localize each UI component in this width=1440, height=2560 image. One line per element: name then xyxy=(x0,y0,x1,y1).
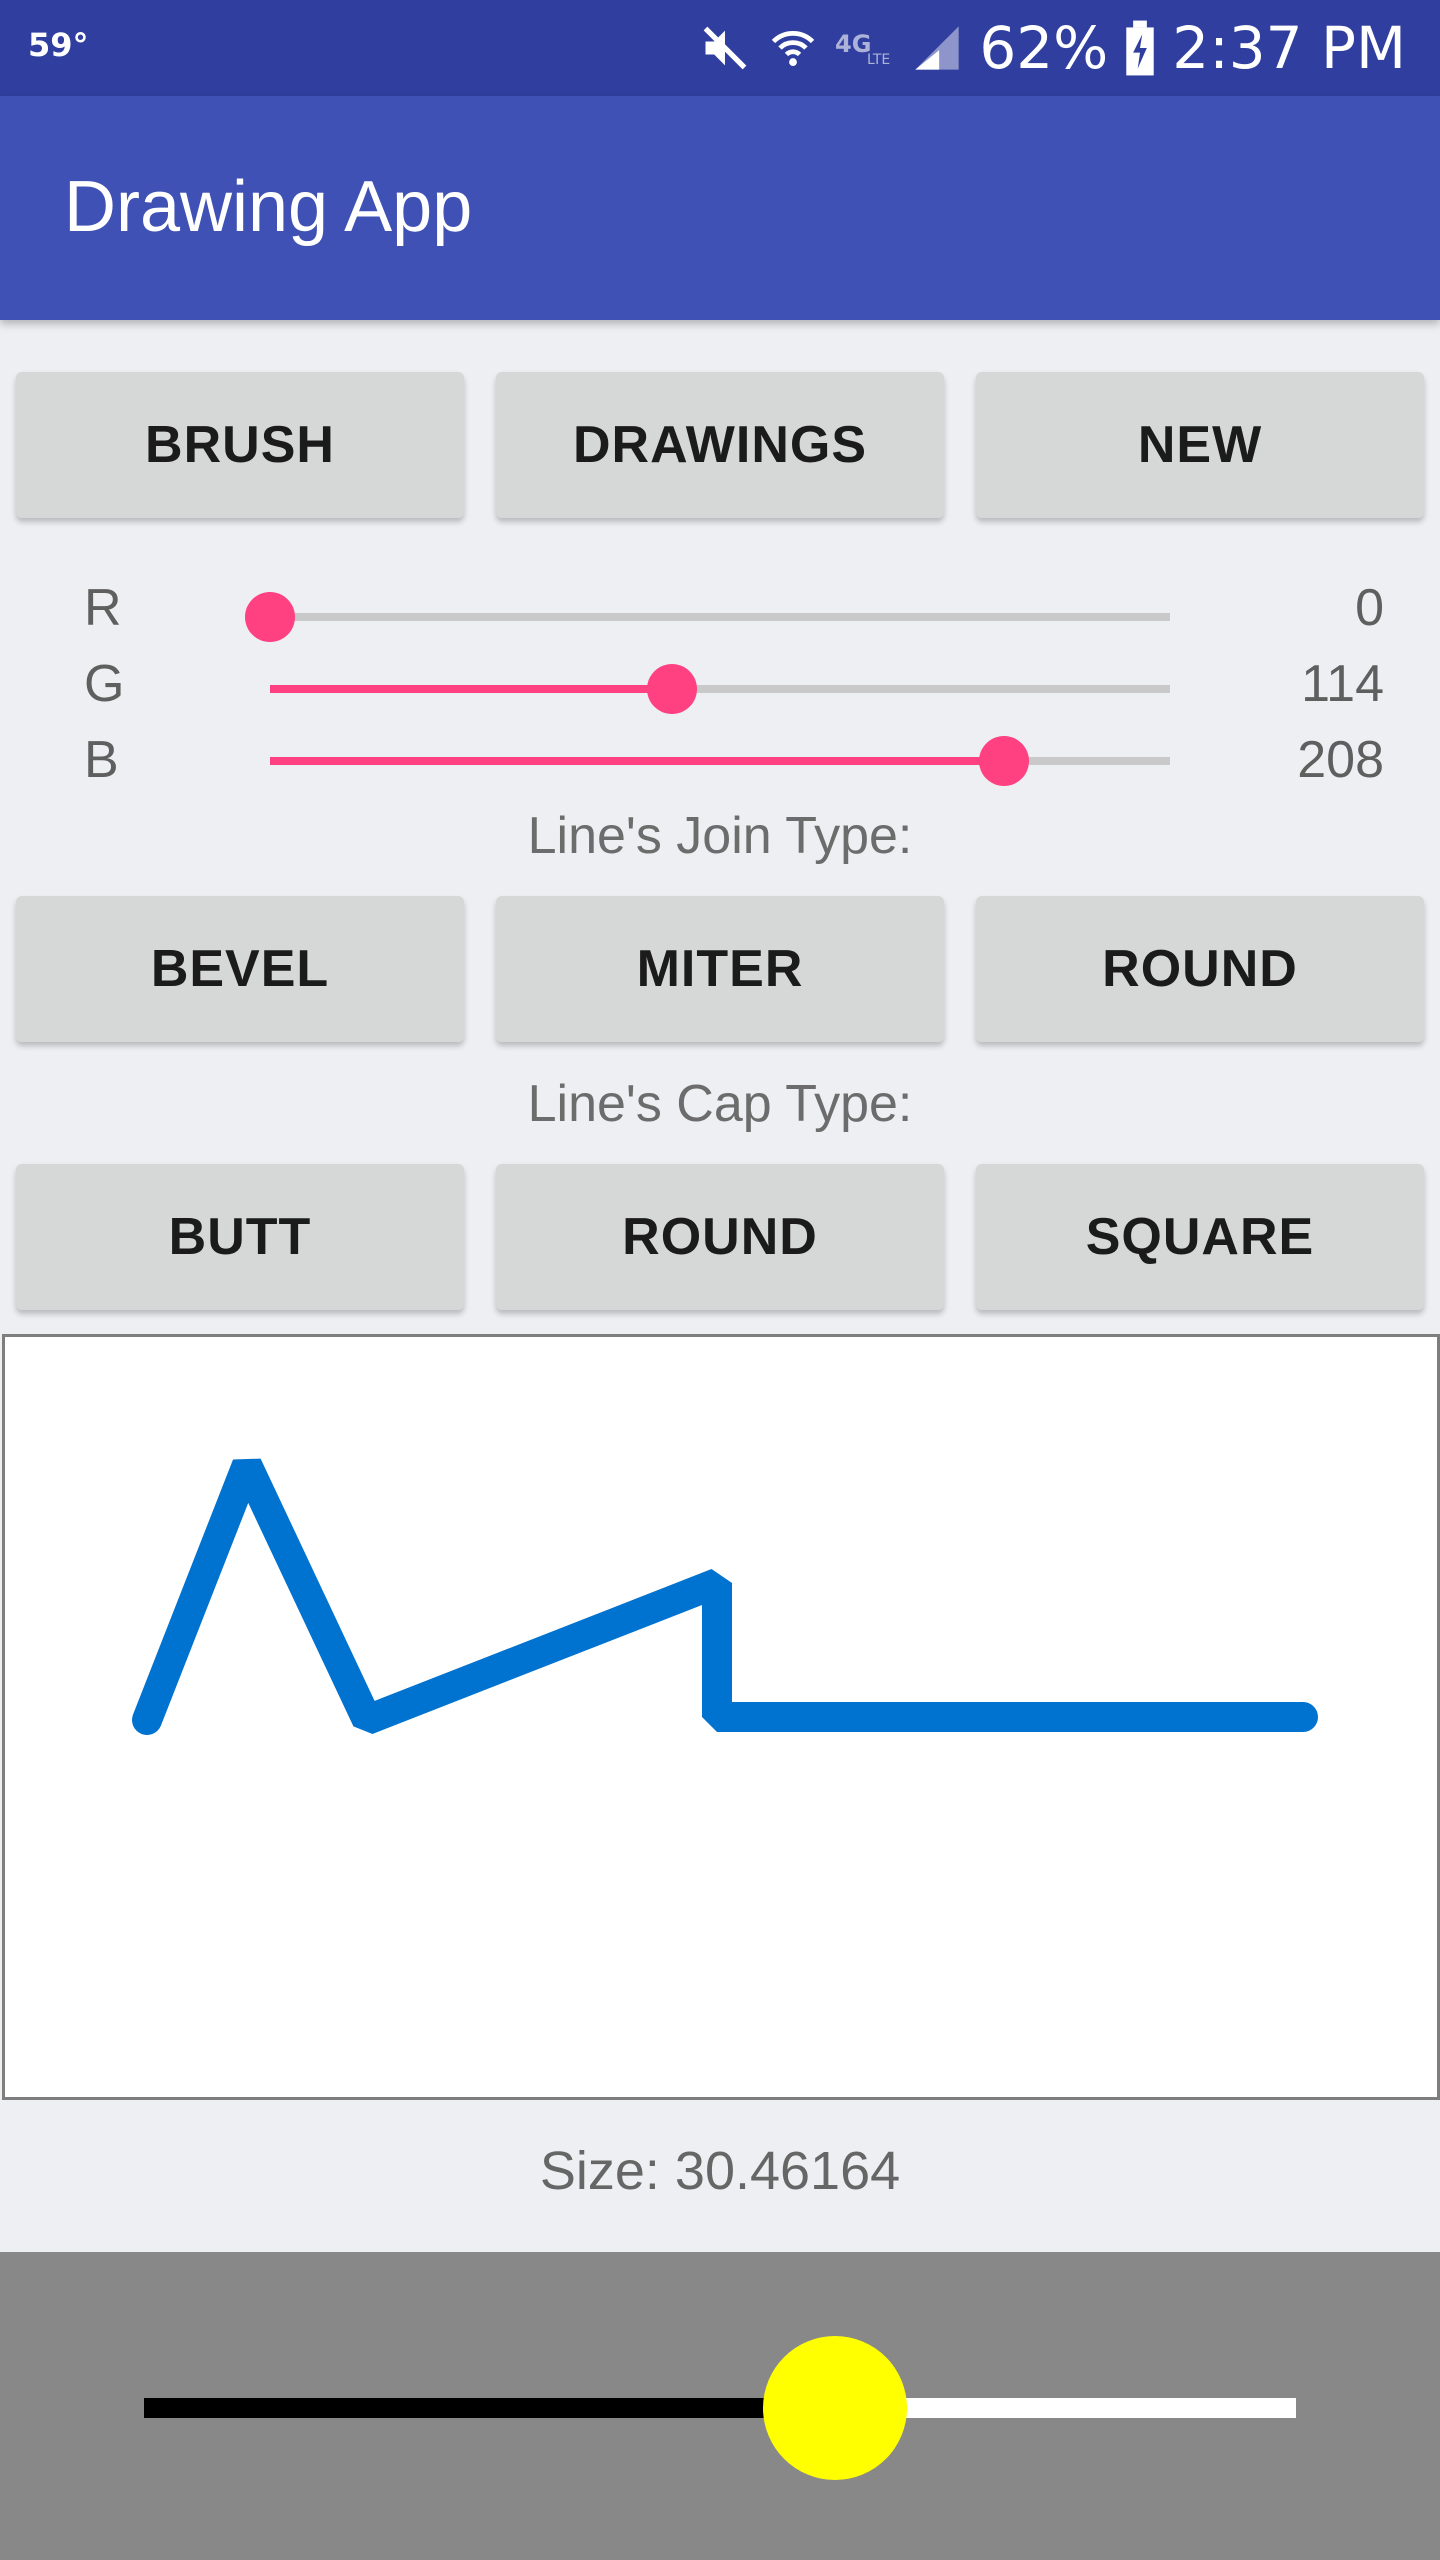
join-type-label: Line's Join Type: xyxy=(527,807,913,865)
clock: 2:37 PM xyxy=(1172,14,1406,82)
red-label: R xyxy=(84,579,122,637)
drawings-button[interactable]: DRAWINGS xyxy=(496,372,944,518)
size-slider-thumb[interactable] xyxy=(763,2336,908,2480)
battery-level: 62% xyxy=(979,14,1109,82)
mute-icon xyxy=(699,22,751,74)
size-label: Size: 30.46164 xyxy=(539,2141,901,2201)
temperature: 59° xyxy=(28,26,89,64)
round-join-button[interactable]: ROUND xyxy=(976,896,1424,1042)
square-button[interactable]: SQUARE xyxy=(976,1164,1424,1310)
app-bar: Drawing App xyxy=(0,96,1440,320)
new-button[interactable]: NEW xyxy=(976,372,1424,518)
cap-type-label: Line's Cap Type: xyxy=(527,1075,913,1133)
blue-value: 208 xyxy=(1297,731,1384,789)
battery-charging-icon xyxy=(1124,20,1156,76)
blue-label: B xyxy=(84,731,119,789)
green-slider-fill xyxy=(270,685,673,693)
brush-button[interactable]: BRUSH xyxy=(16,372,464,518)
blue-slider-fill xyxy=(270,757,1005,765)
top-button-row: BRUSH DRAWINGS NEW xyxy=(16,372,1426,518)
blue-slider[interactable] xyxy=(270,736,1170,786)
size-slider-fill xyxy=(144,2398,836,2418)
cap-type-button-row: BUTT ROUND SQUARE xyxy=(16,1164,1426,1310)
drawing-canvas[interactable] xyxy=(2,1334,1440,2100)
join-type-button-row: BEVEL MITER ROUND xyxy=(16,896,1426,1042)
green-slider[interactable] xyxy=(270,664,1170,714)
app-title: Drawing App xyxy=(64,167,473,247)
green-slider-thumb[interactable] xyxy=(647,664,698,714)
green-label: G xyxy=(84,655,125,713)
svg-text:4G: 4G xyxy=(835,30,871,58)
red-slider[interactable] xyxy=(245,592,1170,642)
bevel-button[interactable]: BEVEL xyxy=(16,896,464,1042)
status-icons: 4G LTE 62% 2:37 PM xyxy=(699,14,1406,82)
red-value: 0 xyxy=(1355,579,1384,637)
canvas-drawing xyxy=(132,1458,1318,1735)
drawn-stroke xyxy=(132,1458,1318,1735)
size-slider[interactable] xyxy=(144,2336,1296,2480)
svg-text:LTE: LTE xyxy=(867,52,890,68)
green-value: 114 xyxy=(1301,655,1384,713)
red-slider-thumb[interactable] xyxy=(245,592,295,642)
status-bar: 59° 4G LTE 62% 2:37 PM xyxy=(0,0,1440,96)
miter-button[interactable]: MITER xyxy=(496,896,944,1042)
butt-button[interactable]: BUTT xyxy=(16,1164,464,1310)
round-cap-button[interactable]: ROUND xyxy=(496,1164,944,1310)
signal-icon xyxy=(911,22,963,74)
lte-icon: 4G LTE xyxy=(835,24,895,72)
size-slider-panel xyxy=(0,2252,1440,2560)
blue-slider-thumb[interactable] xyxy=(979,736,1030,786)
wifi-icon xyxy=(767,22,819,74)
